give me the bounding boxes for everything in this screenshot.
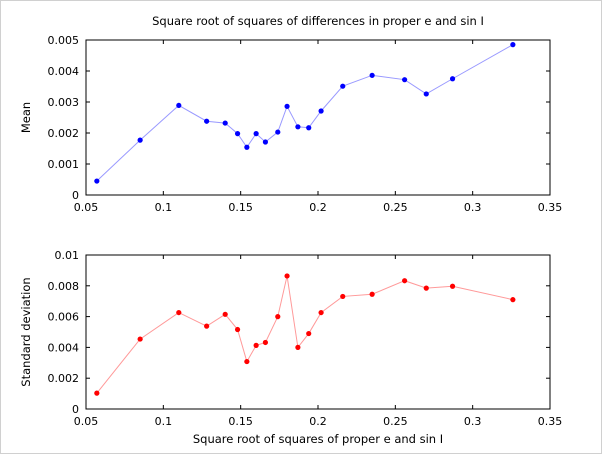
data-point xyxy=(262,139,269,145)
data-point xyxy=(137,137,143,143)
x-tick-label: 0.15 xyxy=(228,415,253,428)
y-axis-label: Mean xyxy=(19,102,33,133)
y-tick-label: 0.006 xyxy=(48,311,80,324)
data-point xyxy=(423,91,429,97)
data-point xyxy=(306,125,312,131)
data-point xyxy=(204,118,210,124)
y-tick-label: 0.002 xyxy=(48,372,80,385)
data-point xyxy=(94,390,100,396)
data-point xyxy=(369,291,375,297)
data-point xyxy=(510,42,516,48)
x-tick-label: 0.35 xyxy=(538,201,563,214)
x-tick-label: 0.1 xyxy=(155,201,173,214)
data-point xyxy=(295,344,301,350)
plot-area-frame xyxy=(85,254,551,410)
data-point xyxy=(340,83,346,89)
x-tick-label: 0.25 xyxy=(383,415,408,428)
data-point xyxy=(275,314,281,320)
x-tick-label: 0.25 xyxy=(383,201,408,214)
chart-title: Square root of squares of differences in… xyxy=(152,14,484,28)
series-line xyxy=(96,44,514,182)
x-tick-label: 0.05 xyxy=(74,415,99,428)
data-point xyxy=(306,330,312,337)
data-point xyxy=(222,311,228,317)
x-tick-label: 0.05 xyxy=(74,201,99,214)
data-point xyxy=(510,297,516,303)
chart-panel-2: 0.05 0.1 0.15 0.2 0.25 0.3 0.35 0 0.002 0.004 0.00… xyxy=(19,249,562,446)
data-point xyxy=(222,120,228,126)
x-tick-label: 0.3 xyxy=(464,415,482,428)
y-tick-label: 0.01 xyxy=(55,249,80,262)
data-point xyxy=(204,323,210,329)
y-tick-label: 0.002 xyxy=(48,127,80,140)
data-point xyxy=(176,102,182,109)
data-point xyxy=(244,358,250,365)
data-point xyxy=(318,309,324,316)
y-tick-label: 0.004 xyxy=(48,65,80,78)
y-tick-label: 0.008 xyxy=(48,280,80,293)
data-point xyxy=(284,273,290,279)
data-point xyxy=(176,309,182,316)
x-tick-label: 0.3 xyxy=(464,201,482,214)
data-point xyxy=(340,293,346,300)
data-point xyxy=(275,129,281,135)
data-point xyxy=(449,76,456,82)
data-point xyxy=(262,339,269,346)
x-axis-label: Square root of squares of proper e and s… xyxy=(193,432,443,446)
data-point xyxy=(253,342,259,348)
data-point xyxy=(244,144,250,150)
data-point xyxy=(449,283,456,289)
chart-panel-1: 0.05 0.1 0.15 0.2 0.25 0.3 0.35 0 0.001 0.002 0.00… xyxy=(19,14,562,214)
data-point xyxy=(234,131,241,137)
x-tick-label: 0.1 xyxy=(155,415,173,428)
x-tick-label: 0.35 xyxy=(538,415,563,428)
x-tick-label: 0.2 xyxy=(309,201,327,214)
x-tick-label: 0.2 xyxy=(309,415,327,428)
y-tick-label: 0.005 xyxy=(48,34,80,47)
data-point xyxy=(137,336,143,342)
data-point xyxy=(402,278,408,284)
data-point xyxy=(253,131,259,137)
y-tick-label: 0.003 xyxy=(48,96,80,109)
data-point xyxy=(402,77,408,83)
data-point xyxy=(369,72,375,78)
y-tick-label: 0.004 xyxy=(48,341,80,354)
data-point xyxy=(94,178,100,184)
x-tick-label: 0.15 xyxy=(228,201,253,214)
y-tick-label: 0 xyxy=(72,189,79,202)
data-point xyxy=(234,326,241,333)
data-point xyxy=(295,124,301,130)
y-tick-label: 0.001 xyxy=(48,158,80,171)
data-point xyxy=(318,108,324,114)
data-point xyxy=(423,285,429,291)
data-point xyxy=(284,103,290,109)
series-line xyxy=(96,275,513,394)
y-axis-label: Standard deviation xyxy=(19,277,33,386)
y-tick-label: 0 xyxy=(72,403,79,416)
